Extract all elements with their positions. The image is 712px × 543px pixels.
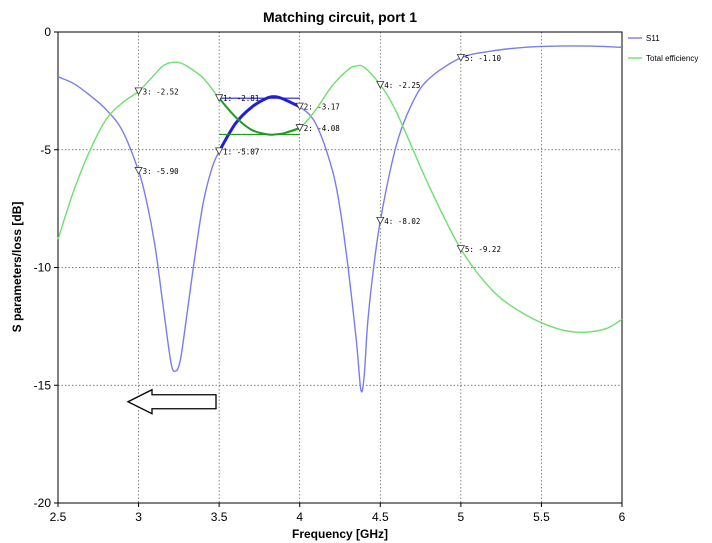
series-line-1 <box>57 61 623 334</box>
x-tick-label: 5.5 <box>533 510 550 524</box>
y-axis-label: S parameters/loss [dB] <box>10 202 24 333</box>
legend: S11 Total efficiency <box>628 34 698 63</box>
legend-label: S11 <box>646 34 660 43</box>
marker-label: 3: -5.90 <box>143 167 180 176</box>
marker-label: 2: -4.08 <box>304 124 341 133</box>
marker-label: 4: -8.02 <box>384 217 420 226</box>
marker-triangle <box>214 147 224 156</box>
left-arrow-annotation <box>126 388 217 415</box>
marker-triangle <box>376 81 385 89</box>
y-tick-label: 0 <box>44 25 51 39</box>
series-line-0 <box>57 45 623 393</box>
marker-triangle <box>214 94 224 103</box>
x-tick-label: 4 <box>296 510 303 524</box>
highlight-curve-0 <box>217 95 301 153</box>
chart-title: Matching circuit, port 1 <box>263 9 417 25</box>
marker-label: 4: -2.25 <box>384 81 420 90</box>
x-axis-label: Frequency [GHz] <box>292 527 388 541</box>
marker-triangle <box>295 124 304 132</box>
marker-label: 1: -2.81 <box>223 94 259 103</box>
grid <box>58 32 622 503</box>
y-tick-label: -10 <box>34 261 52 275</box>
marker-triangle <box>456 245 466 253</box>
marker-label: 2: -3.17 <box>304 103 340 112</box>
axis-ticks: 2.5 3 3.5 4 4.5 5 5.5 6 0 -5 -10 -15 -20 <box>34 25 626 524</box>
x-tick-label: 3 <box>135 510 142 524</box>
marker-triangle <box>456 54 466 62</box>
marker-triangle <box>134 167 143 175</box>
y-tick-label: -15 <box>34 378 52 392</box>
x-tick-label: 3.5 <box>211 510 228 524</box>
marker-label: 5: -9.22 <box>465 245 501 254</box>
y-tick-label: -5 <box>40 143 51 157</box>
x-tick-label: 6 <box>619 510 626 524</box>
arrow-shape <box>126 388 217 415</box>
marker-label: 5: -1.10 <box>465 54 502 63</box>
legend-label: Total efficiency <box>646 54 698 63</box>
marker-triangle <box>134 87 143 96</box>
x-tick-label: 4.5 <box>372 510 389 524</box>
series-lines <box>57 45 623 393</box>
marker-label: 1: -5.07 <box>223 147 259 156</box>
highlight-range <box>217 95 301 153</box>
marker-triangle <box>376 216 385 225</box>
marker-triangle <box>295 102 304 111</box>
y-tick-label: -20 <box>34 496 52 510</box>
x-tick-label: 5 <box>458 510 465 524</box>
marker-label: 3: -2.52 <box>143 87 179 96</box>
markers: 3: -5.90 1: -5.07 2: -3.17 4: -8.02 5: -1.10… <box>134 54 502 254</box>
x-tick-label: 2.5 <box>50 510 67 524</box>
